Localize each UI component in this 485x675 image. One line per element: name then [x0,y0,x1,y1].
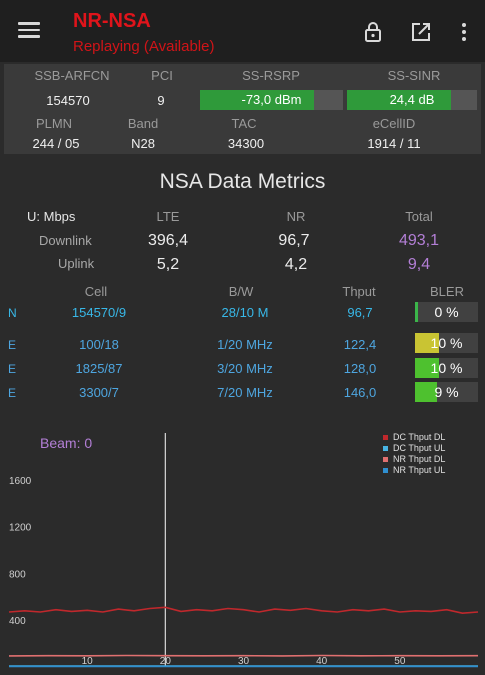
ss-sinr-meter: 24,4 dB [347,90,477,110]
bler-value: 10 % [415,360,478,376]
carrier-cell: 3300/7 [79,385,119,400]
downlink-total: 493,1 [399,232,439,250]
ecellid-label: eCellID [373,116,416,131]
col-lte: LTE [157,209,180,224]
ss-rsrp-meter: -73,0 dBm [200,90,343,110]
legend-label: DC Thput UL [393,443,445,453]
ss-rsrp-value: -73,0 dBm [200,92,343,107]
app-title: NR-NSA [73,10,151,33]
carrier-bw: 1/20 MHz [217,337,273,352]
open-external-icon[interactable] [409,20,433,44]
legend-swatch [383,457,388,462]
bler-bar: 0 % [415,302,478,322]
plmn-value: 244 / 05 [33,136,80,151]
carrier-type: E [8,362,16,376]
carrier-cell: 154570/9 [72,305,126,320]
ecellid-value: 1914 / 11 [367,136,420,151]
legend-swatch [383,468,388,473]
series-line [9,607,478,613]
carrier-cell: 100/18 [79,337,119,352]
bler-value: 9 % [415,384,478,400]
section-title: NSA Data Metrics [0,170,485,194]
uplink-total: 9,4 [408,256,430,274]
downlink-lte: 396,4 [148,232,188,250]
carrier-type: E [8,338,16,352]
ssb-arfcn-value: 154570 [46,93,89,108]
header-bw: B/W [229,284,254,299]
carrier-cell: 1825/87 [76,361,123,376]
header-thput: Thput [342,284,375,299]
legend-label: DC Thput DL [393,432,445,442]
carrier-type: E [8,386,16,400]
bler-value: 0 % [415,304,478,320]
band-label: Band [128,116,158,131]
ss-sinr-label: SS-SINR [388,68,441,83]
tac-value: 34300 [228,136,264,151]
downlink-label: Downlink [39,233,92,248]
uplink-lte: 5,2 [157,256,179,274]
uplink-label: Uplink [58,256,94,271]
y-tick-label: 1200 [9,523,32,534]
tac-label: TAC [231,116,256,131]
beam-annotation: Beam: 0 [40,435,92,451]
header-cell: Cell [85,284,107,299]
legend-swatch [383,435,388,440]
y-tick-label: 800 [9,569,26,580]
pci-label: PCI [151,68,173,83]
ss-sinr-value: 24,4 dB [347,92,477,107]
legend-label: NR Thput UL [393,465,445,475]
carrier-bw: 3/20 MHz [217,361,273,376]
cell-info-panel: SSB-ARFCN PCI SS-RSRP SS-SINR 154570 9 -… [4,64,481,154]
hamburger-menu-icon[interactable] [18,22,40,38]
col-total: Total [405,209,432,224]
col-nr: NR [287,209,306,224]
carrier-bw: 7/20 MHz [217,385,273,400]
bler-bar: 10 % [415,333,478,353]
plmn-label: PLMN [36,116,72,131]
lock-icon[interactable] [361,20,385,44]
more-vertical-icon[interactable] [452,20,476,44]
app-status: Replaying (Available) [73,38,214,55]
carrier-bw: 28/10 M [222,305,269,320]
legend-label: NR Thput DL [393,454,445,464]
ssb-arfcn-label: SSB-ARFCN [34,68,109,83]
bler-bar: 9 % [415,382,478,402]
unit-label: U: Mbps [27,209,75,224]
uplink-nr: 4,2 [285,256,307,274]
legend-swatch [383,446,388,451]
downlink-nr: 96,7 [278,232,309,250]
y-tick-label: 400 [9,616,26,627]
carrier-thput: 96,7 [347,305,372,320]
y-tick-label: 1600 [9,476,32,487]
carrier-thput: 122,4 [344,337,377,352]
app-bar: NR-NSA Replaying (Available) [0,0,485,62]
carrier-thput: 128,0 [344,361,377,376]
carrier-thput: 146,0 [344,385,377,400]
carrier-type: N [8,306,17,320]
ss-rsrp-label: SS-RSRP [242,68,300,83]
bler-value: 10 % [415,335,478,351]
header-bler: BLER [430,284,464,299]
band-value: N28 [131,136,155,151]
pci-value: 9 [157,93,164,108]
bler-bar: 10 % [415,358,478,378]
